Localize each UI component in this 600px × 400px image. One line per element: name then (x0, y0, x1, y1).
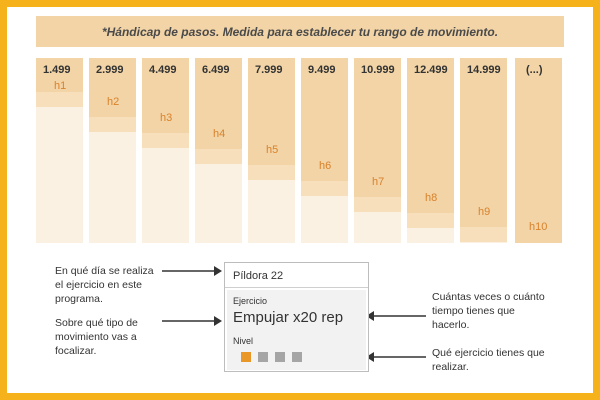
card-title: Píldora 22 (225, 263, 368, 288)
handicap-column-8: 12.499 h8 (407, 58, 454, 243)
handicap-column-2: 2.999 h2 (89, 58, 136, 243)
exercise-label: Ejercicio (233, 296, 268, 306)
arrow-movement (162, 316, 222, 326)
annotation-day: En qué día se realiza el ejercicio en es… (55, 265, 154, 305)
column-label: h9 (478, 206, 491, 218)
column-label: h2 (107, 96, 120, 108)
level-square-4 (292, 352, 302, 362)
column-value: 1.499 (43, 64, 71, 76)
column-value: 6.499 (202, 64, 230, 76)
column-value: (...) (526, 64, 543, 76)
annotation-movement: Sobre qué tipo de movimiento vas a focal… (55, 317, 138, 357)
card-body: Ejercicio Empujar x20 rep Nivel (227, 290, 366, 370)
column-value: 14.999 (467, 64, 501, 76)
level-square-2 (258, 352, 268, 362)
level-square-3 (275, 352, 285, 362)
arrow-day (162, 266, 222, 276)
column-value: 4.499 (149, 64, 177, 76)
exercise-value: Empujar x20 rep (233, 309, 344, 326)
handicap-column-5: 7.999 h5 (248, 58, 295, 243)
handicap-column-1: 1.499 h1 (36, 58, 83, 243)
column-value: 7.999 (255, 64, 283, 76)
column-label: h3 (160, 112, 173, 124)
column-label: h10 (529, 221, 548, 233)
handicap-columns: 1.499 h1 2.999 h2 4.499 h3 6.499 h4 7.99… (36, 58, 562, 243)
column-label: h1 (54, 80, 67, 92)
column-label: h4 (213, 128, 226, 140)
column-value: 10.999 (361, 64, 395, 76)
annotation-exercise: Qué ejercicio tienes que realizar. (432, 347, 545, 373)
column-value: 9.499 (308, 64, 336, 76)
handicap-column-6: 9.499 h6 (301, 58, 348, 243)
handicap-column-7: 10.999 h7 (354, 58, 401, 243)
handicap-column-9: 14.999 h9 (460, 58, 507, 243)
pill-card: Píldora 22 Ejercicio Empujar x20 rep Niv… (224, 262, 369, 372)
column-label: h6 (319, 160, 332, 172)
level-square-1 (241, 352, 251, 362)
handicap-column-3: 4.499 h3 (142, 58, 189, 243)
handicap-column-10: (...) h10 (515, 58, 562, 243)
handicap-column-4: 6.499 h4 (195, 58, 242, 243)
handicap-banner: *Hándicap de pasos. Medida para establec… (36, 16, 564, 47)
level-label: Nivel (233, 336, 254, 346)
column-label: h7 (372, 176, 385, 188)
column-value: 12.499 (414, 64, 448, 76)
column-label: h5 (266, 144, 279, 156)
arrow-exercise (366, 352, 426, 362)
annotation-times: Cuántas veces o cuánto tiempo tienes que… (432, 291, 545, 331)
arrow-times (366, 311, 426, 321)
column-value: 2.999 (96, 64, 124, 76)
column-label: h8 (425, 192, 438, 204)
